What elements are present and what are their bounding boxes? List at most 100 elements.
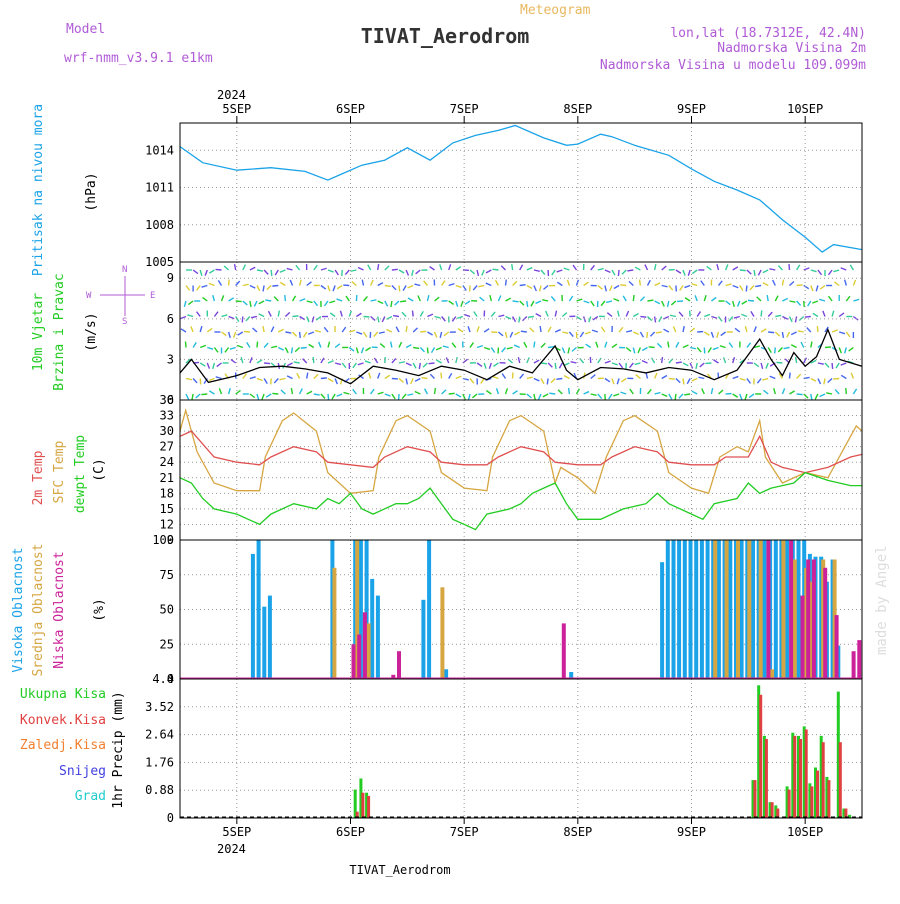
wind-barb [335,344,340,348]
wind-barb [520,265,523,270]
wind-barb [707,266,712,270]
dewpt-ylabel: dewpt Temp [73,435,88,513]
wind-barb [650,332,654,336]
wind-barb [379,332,385,333]
wind-barb [747,379,751,384]
wind-barb [285,295,286,301]
wind-barb [791,345,796,348]
wind-barb [257,342,258,348]
wind-barb [225,348,229,353]
cloud_low-bar [857,640,861,679]
wind-barb [342,363,346,368]
wind-barb [378,301,383,304]
cloud_high-bar [683,540,687,679]
wind-barb [536,301,541,303]
svg-text:S: S [122,317,127,327]
wind-barb [324,301,328,306]
wind-barb [271,379,272,385]
wind-barb [209,283,215,285]
wind-barb [413,363,416,368]
wind-barb [229,298,234,301]
precip_conv-bar [822,742,825,818]
wind-barb [790,373,791,379]
wind-barb [527,394,532,398]
x-day-label-bottom: 7SEP [450,825,479,839]
wind-barb [640,317,646,318]
wind-barb [246,317,250,321]
wind-barb [346,296,349,301]
wind-barb [328,379,333,382]
cloud_high-bar [785,540,789,679]
wind-barb [775,296,778,301]
wind-barb [704,332,709,335]
wind-barb [207,328,212,332]
wind-barb [755,286,761,287]
wind-barb [675,394,676,400]
x-day-label-bottom: 10SEP [787,825,823,839]
cloud_high-bar [421,600,425,679]
wind-barb [449,393,455,394]
wind-barb [568,348,569,354]
wind-barb [569,332,573,337]
wind-barb [271,346,277,347]
y-tick-label: 33 [160,409,174,423]
wind-barb [571,362,577,363]
wind-barb [385,375,390,378]
wind-barb [726,284,732,286]
y-tick-label: 24 [160,455,174,469]
wind-barb [557,282,562,285]
y-tick-label: 3 [167,352,174,366]
wind-barb [368,265,371,270]
wind-barb [849,348,854,352]
wind-barb [729,343,733,348]
wind-barb [330,313,335,317]
wind-barb [662,357,663,363]
wind-barb [186,379,192,380]
wind-barb [747,270,751,274]
y-tick-label: 12 [160,517,174,531]
wind-barb [285,348,288,353]
wind-barb [259,314,264,317]
x-day-label-bottom: 6SEP [336,825,365,839]
wind-barb [271,327,274,332]
wind-barb [745,326,747,332]
wind-barb [558,390,562,394]
cloud_high-bar [728,540,732,679]
wind-barb [468,326,470,332]
precip-conv-label: Konvek.Kisa [20,713,106,728]
wind-barb [557,270,563,272]
wind-barb [411,379,414,384]
dewpt-line [180,473,862,530]
wind-barb [520,285,526,286]
wind-barb [607,313,612,317]
wind-barb [853,317,858,321]
wind-barb [551,379,555,383]
wind-barb [534,394,535,400]
cloud_high-bar [740,540,744,679]
meteogram-label: Meteogram [520,3,591,18]
wind-barb [791,332,796,335]
wind-barb [392,394,395,399]
wind-barb [506,280,507,286]
cloud_high-bar [751,540,755,679]
wind-barb [407,394,413,395]
wind-barb [605,270,611,272]
wind-barb [691,284,697,286]
y-tick-label: 50 [160,603,174,617]
wind-barb [845,280,847,286]
wind-barb [374,358,377,363]
wind-barb [580,332,583,337]
wind-barb [300,299,306,301]
wind-barb [314,265,318,270]
wind-barb [267,286,271,290]
wind-barb [824,379,825,385]
year-bottom: 2024 [217,842,246,856]
precip_conv-bar [799,739,802,818]
panel-frame [180,123,862,262]
wind-barb [328,270,334,272]
wind-barb [740,394,742,400]
wind-barb [740,379,746,381]
wind-barb [456,286,462,288]
wind-barb [775,348,776,354]
